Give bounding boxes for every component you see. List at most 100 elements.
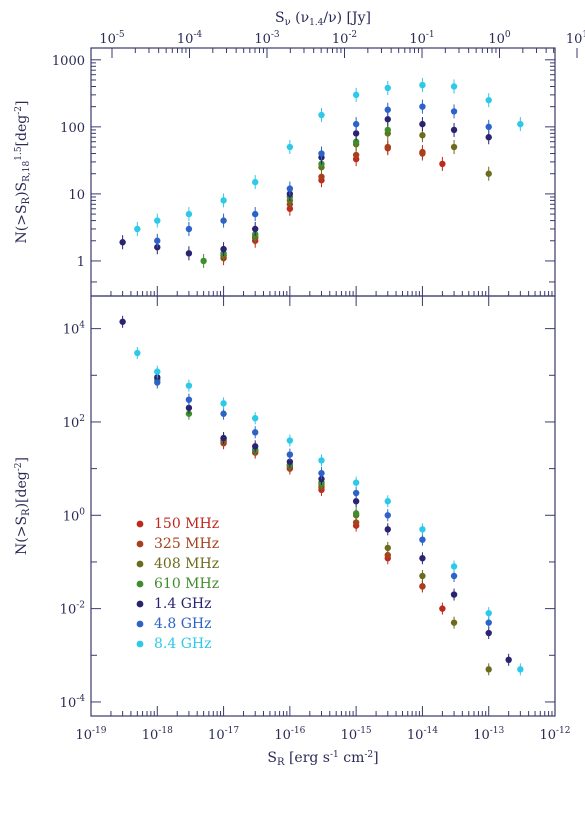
data-point xyxy=(220,400,227,407)
data-point xyxy=(384,526,391,533)
legend-label: 1.4 GHz xyxy=(154,596,211,612)
data-point xyxy=(286,185,294,192)
x-tick-label: 10-18 xyxy=(142,726,173,743)
upper-y-tick-label: 1 xyxy=(77,255,85,270)
data-point xyxy=(384,143,391,151)
legend-marker xyxy=(136,520,144,528)
legend-marker xyxy=(136,640,144,648)
data-point xyxy=(286,451,294,458)
data-point xyxy=(352,151,360,159)
lower-y-axis-label: N(>SR)[deg-2] xyxy=(14,457,32,555)
data-point xyxy=(384,116,391,123)
data-point xyxy=(154,368,161,375)
data-point xyxy=(154,379,161,386)
data-point xyxy=(450,143,458,151)
upper-y-tick-label: 100 xyxy=(60,121,85,136)
data-point xyxy=(220,410,227,417)
data-point xyxy=(220,434,227,442)
legend-marker xyxy=(136,560,144,568)
data-point xyxy=(517,120,524,128)
data-point xyxy=(220,217,227,224)
data-point xyxy=(384,84,391,92)
data-point xyxy=(352,479,360,486)
legend-marker xyxy=(136,540,144,548)
data-point xyxy=(384,126,391,134)
x-tick-label: 10-16 xyxy=(274,726,305,743)
top-tick-label: 10-3 xyxy=(254,30,280,47)
x-tick-label: 10-19 xyxy=(75,726,106,743)
data-point xyxy=(419,103,426,110)
data-point xyxy=(251,415,259,422)
data-point xyxy=(419,526,426,533)
data-point xyxy=(185,210,193,218)
data-point xyxy=(450,126,458,134)
data-point xyxy=(450,619,458,626)
upper-y-tick-label: 1000 xyxy=(52,54,85,69)
x-tick-label: 10-12 xyxy=(539,726,570,743)
lower-y-tick-label: 10-4 xyxy=(60,694,86,711)
data-point xyxy=(419,583,426,590)
lower-y-tick-label: 100 xyxy=(63,507,86,524)
data-point xyxy=(154,237,161,244)
data-point xyxy=(485,609,492,617)
data-point xyxy=(352,519,360,526)
legend-label: 8.4 GHz xyxy=(154,636,211,652)
data-point xyxy=(251,225,259,233)
top-tick-label: 10-4 xyxy=(177,30,203,47)
x-axis-label: SR [erg s-1 cm-2] xyxy=(267,750,378,768)
data-point xyxy=(352,130,360,137)
data-point xyxy=(450,572,458,580)
data-point xyxy=(154,217,161,224)
data-point xyxy=(318,150,325,157)
data-point xyxy=(119,318,126,325)
data-point xyxy=(384,106,391,113)
data-point xyxy=(485,619,492,626)
data-point xyxy=(485,170,492,177)
data-point xyxy=(286,143,294,151)
data-point xyxy=(450,591,458,598)
top-tick-label: 100 xyxy=(488,30,511,47)
data-point xyxy=(251,210,259,218)
x-tick-label: 10-15 xyxy=(341,726,372,743)
data-point xyxy=(318,173,325,180)
data-point xyxy=(419,81,426,89)
lower-panel-frame xyxy=(90,295,556,717)
data-point xyxy=(384,544,391,552)
legend-label: 610 MHz xyxy=(154,576,219,592)
x-tick-label: 10-14 xyxy=(407,726,438,743)
data-point xyxy=(419,132,426,139)
data-point xyxy=(185,250,193,257)
data-point xyxy=(352,91,360,99)
data-point xyxy=(251,178,259,186)
legend-label: 4.8 GHz xyxy=(154,616,211,632)
upper-y-axis-label: N(>SR)SR,181.5[deg-2] xyxy=(14,101,32,244)
data-point xyxy=(286,437,294,444)
data-point xyxy=(185,404,193,412)
data-point xyxy=(318,457,325,464)
data-point xyxy=(384,551,391,559)
data-point xyxy=(352,498,360,505)
data-point xyxy=(352,120,360,128)
top-tick-label: 10-1 xyxy=(409,30,434,47)
data-point xyxy=(352,510,360,517)
legend-marker xyxy=(136,600,144,608)
data-point xyxy=(352,138,360,145)
data-point xyxy=(450,108,458,115)
data-point xyxy=(419,536,426,543)
lower-y-tick-label: 104 xyxy=(63,321,86,338)
data-point xyxy=(220,245,227,253)
data-point xyxy=(485,123,492,131)
legend-label: 325 MHz xyxy=(154,536,219,552)
legend-label: 408 MHz xyxy=(154,556,219,572)
data-point xyxy=(505,656,512,664)
data-point xyxy=(485,96,492,104)
top-tick-label: 10-5 xyxy=(99,30,125,47)
data-point xyxy=(352,489,360,497)
x-tick-label: 10-13 xyxy=(473,726,504,743)
data-point xyxy=(439,160,446,168)
data-point xyxy=(119,239,126,246)
data-point xyxy=(384,498,391,505)
data-point xyxy=(185,382,193,389)
data-point xyxy=(485,629,492,637)
